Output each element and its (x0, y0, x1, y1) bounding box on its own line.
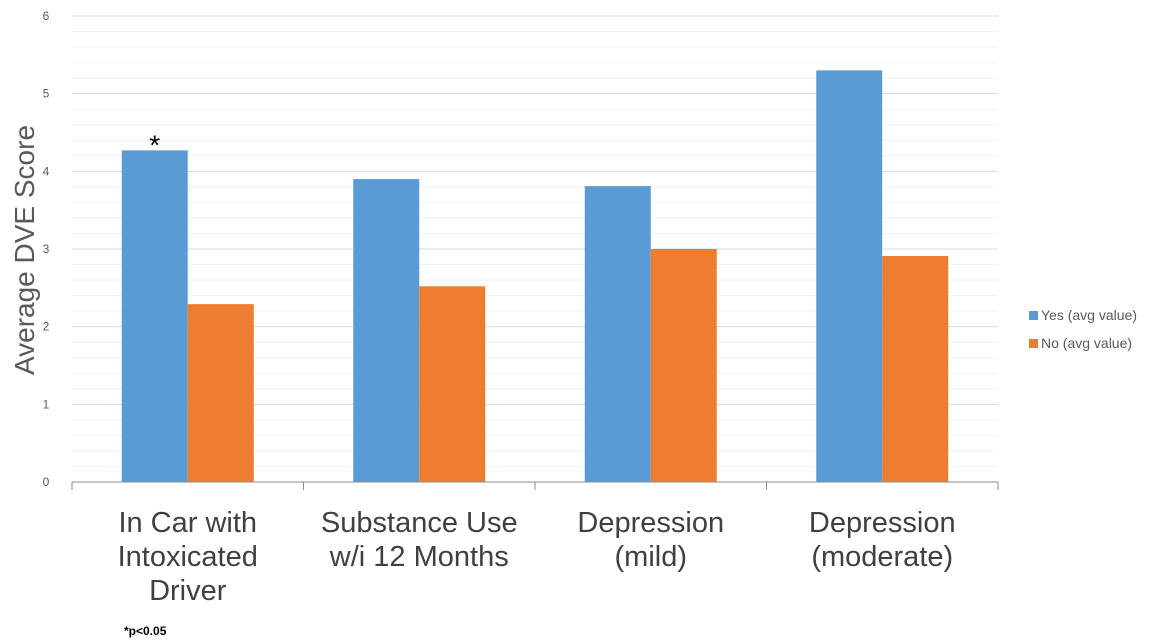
category-label-line: Substance Use (321, 507, 518, 539)
y-axis-title: Average DVE Score (9, 125, 40, 375)
bar-no-0 (187, 304, 254, 482)
y-tick-label: 6 (43, 9, 50, 23)
y-tick-label: 5 (43, 87, 50, 101)
category-labels: In Car with Intoxicated Driver Substance Us… (118, 507, 956, 607)
legend: Yes (avg value) No (avg value) (1029, 307, 1137, 351)
legend-label-no: No (avg value) (1041, 335, 1132, 351)
y-tick-label: 2 (43, 320, 50, 334)
category-label-line: (moderate) (811, 541, 953, 573)
x-axis (71, 481, 999, 490)
significance-footnote: *p<0.05 (124, 624, 167, 638)
y-tick-label: 4 (43, 164, 50, 178)
category-label-line: Driver (149, 575, 227, 607)
legend-swatch-no (1029, 339, 1038, 348)
category-label-line: w/i 12 Months (329, 541, 509, 573)
category-label-line: In Car with (118, 507, 257, 539)
category-label: Depression (moderate) (809, 507, 956, 573)
category-label: In Car with Intoxicated Driver (118, 507, 258, 607)
category-label: Substance Use w/i 12 Months (321, 507, 518, 573)
bar-yes-2 (584, 186, 651, 482)
bar-no-2 (650, 249, 717, 482)
bar-yes-0 (121, 150, 188, 482)
annotations: * (149, 129, 160, 160)
legend-swatch-yes (1029, 311, 1038, 320)
significance-asterisk: * (149, 129, 160, 160)
bar-yes-1 (353, 179, 420, 482)
category-label-line: Depression (577, 507, 724, 539)
bar-yes-3 (816, 70, 883, 482)
category-label-line: (mild) (615, 541, 688, 573)
y-tick-label: 1 (43, 397, 50, 411)
y-tick-labels: 0 1 2 3 4 5 6 (43, 9, 50, 489)
y-tick-label: 3 (43, 242, 50, 256)
bar-no-1 (419, 286, 486, 482)
category-label-line: Intoxicated (118, 541, 258, 573)
bar-no-3 (882, 255, 949, 482)
category-label: Depression (mild) (577, 507, 724, 573)
legend-label-yes: Yes (avg value) (1041, 307, 1137, 323)
bars (121, 70, 949, 482)
y-tick-label: 0 (43, 475, 50, 489)
category-label-line: Depression (809, 507, 956, 539)
